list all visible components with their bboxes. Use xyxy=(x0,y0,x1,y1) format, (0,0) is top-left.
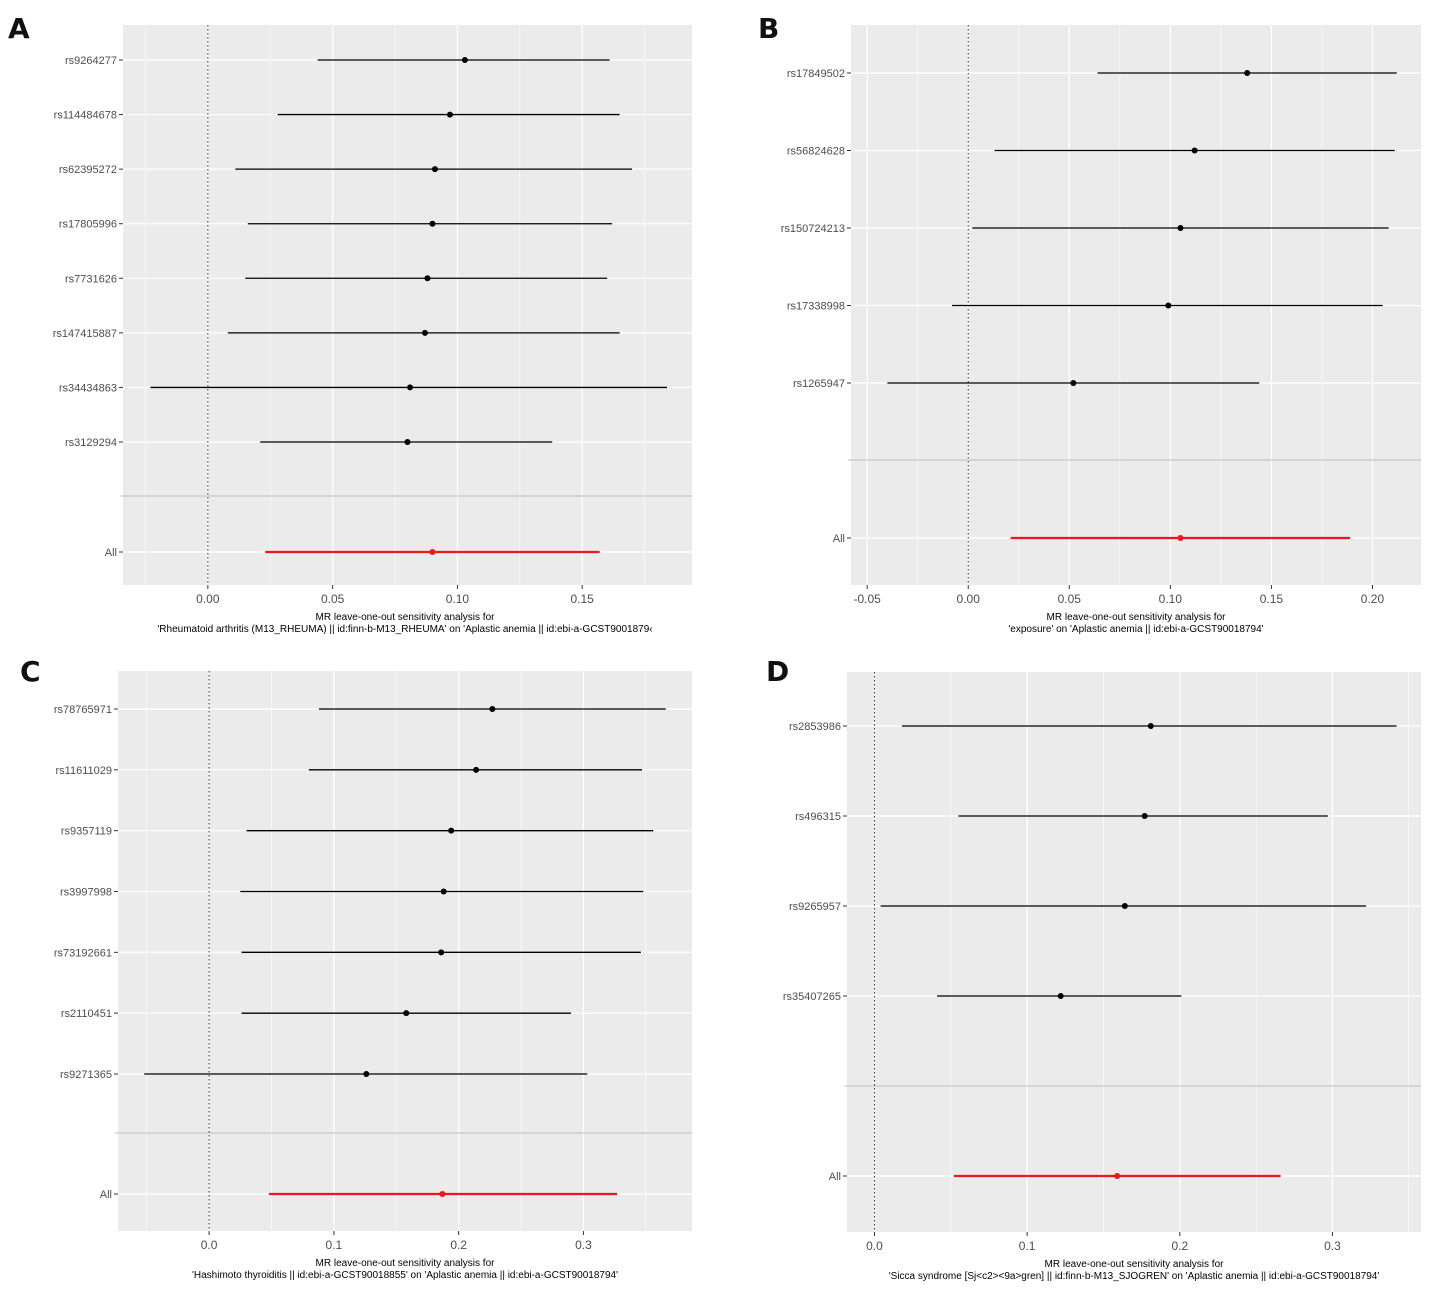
x-axis-title-line2: 'exposure' on 'Aplastic anemia || id:ebi… xyxy=(1008,624,1263,635)
x-tick-label: 0.10 xyxy=(446,592,470,606)
effect-point xyxy=(473,766,480,773)
snp-label: rs150724213 xyxy=(781,223,845,235)
effect-point xyxy=(403,1010,410,1017)
x-axis-title-line1: MR leave-one-out sensitivity analysis fo… xyxy=(1045,1259,1225,1270)
panel-letter-c: C xyxy=(20,655,41,688)
overall-effect-point xyxy=(1177,535,1184,541)
x-tick-label: -0.05 xyxy=(853,592,881,606)
all-label: All xyxy=(100,1189,112,1201)
snp-label: rs78765971 xyxy=(54,704,112,716)
panel-letter-a: A xyxy=(8,12,30,45)
snp-label: rs9271365 xyxy=(60,1069,112,1081)
x-axis-title-line1: MR leave-one-out sensitivity analysis fo… xyxy=(1047,612,1227,623)
snp-label: rs17805996 xyxy=(59,219,117,231)
snp-label: rs9265957 xyxy=(789,901,841,913)
snp-label: rs62395272 xyxy=(59,164,117,176)
plot-background xyxy=(847,672,1421,1232)
x-axis-title-line2: 'Hashimoto thyroiditis || id:ebi-a-GCST9… xyxy=(192,1270,618,1281)
x-tick-label: 0.3 xyxy=(1324,1239,1341,1253)
snp-label: rs2853986 xyxy=(789,721,841,733)
overall-effect-point xyxy=(1114,1173,1121,1179)
effect-point xyxy=(1165,302,1172,309)
panel-d: D 0.0 0.1 0.2 0.3 rs2853986 rs496315 rs9265957… xyxy=(716,645,1431,1291)
effect-point xyxy=(438,949,445,956)
x-tick-label: 0.20 xyxy=(1361,592,1385,606)
x-tick-label: 0.2 xyxy=(450,1238,467,1252)
x-tick-label: 0.00 xyxy=(957,592,981,606)
snp-label: rs114484678 xyxy=(54,110,117,122)
snp-label: rs9357119 xyxy=(61,826,112,838)
snp-label: rs496315 xyxy=(795,811,841,823)
snp-label: rs73192661 xyxy=(54,947,112,959)
x-axis-title-line2: 'Rheumatoid arthritis (M13_RHEUMA) || id… xyxy=(157,624,652,635)
forest-plot-a: 0.00 0.05 0.10 0.15 rs9264277 rs114484678 rs62… xyxy=(53,25,692,635)
snp-label: rs2110451 xyxy=(61,1008,112,1020)
x-axis-title-line1: MR leave-one-out sensitivity analysis fo… xyxy=(316,1258,496,1269)
effect-point xyxy=(489,706,496,712)
snp-label: rs34434863 xyxy=(59,382,117,394)
x-tick-label: 0.2 xyxy=(1171,1239,1188,1253)
x-tick-label: 0.10 xyxy=(1159,592,1183,606)
panel-c: C 0.0 0.1 0.2 0.3 rs78765971 rs11611029 rs9357… xyxy=(0,645,716,1291)
overall-effect-point xyxy=(439,1191,446,1197)
all-label: All xyxy=(829,1171,841,1183)
x-tick-label: 0.00 xyxy=(196,592,220,606)
forest-plot-b: -0.05 0.00 0.05 0.10 0.15 0.20 rs17849502 rs568… xyxy=(781,25,1421,635)
x-tick-label: 0.05 xyxy=(1058,592,1082,606)
effect-point xyxy=(446,111,453,118)
snp-label: rs56824628 xyxy=(787,146,845,158)
effect-point xyxy=(1121,903,1128,909)
effect-point xyxy=(1244,70,1251,76)
overall-effect-point xyxy=(429,549,436,555)
all-label: All xyxy=(833,533,845,545)
plot-background xyxy=(118,671,692,1231)
effect-point xyxy=(1057,993,1064,999)
snp-label: rs35407265 xyxy=(783,991,841,1003)
x-tick-label: 0.05 xyxy=(321,592,345,606)
effect-point xyxy=(406,384,413,391)
effect-point xyxy=(363,1071,370,1077)
snp-label: rs147415887 xyxy=(53,328,117,340)
snp-label: rs1265947 xyxy=(793,378,845,390)
snp-label: rs17338998 xyxy=(787,301,845,313)
x-tick-label: 0.0 xyxy=(866,1239,883,1253)
x-tick-label: 0.0 xyxy=(201,1238,218,1252)
x-tick-label: 0.1 xyxy=(326,1238,343,1252)
panel-b: B -0.05 0.00 0.05 0.10 0.15 0.20 rs17849502 rs5… xyxy=(716,0,1431,645)
panel-a: A 0.00 0.05 0.10 0.15 rs9264277 rs114484678 rs… xyxy=(0,0,716,645)
x-tick-label: 0.15 xyxy=(571,592,595,606)
effect-point xyxy=(1191,147,1198,154)
forest-plot-d: 0.0 0.1 0.2 0.3 rs2853986 rs496315 rs9265957 rs… xyxy=(783,672,1421,1282)
panel-letter-b: B xyxy=(758,12,780,45)
x-axis-title-line2: 'Sicca syndrome [Sj<c2><9a>gren] || id:f… xyxy=(889,1271,1380,1282)
panel-letter-d: D xyxy=(766,655,790,688)
all-label: All xyxy=(105,547,117,559)
effect-point xyxy=(431,166,438,173)
snp-label: rs3997998 xyxy=(60,887,112,899)
effect-point xyxy=(448,827,455,834)
x-tick-label: 0.3 xyxy=(575,1238,592,1252)
snp-label: rs7731626 xyxy=(65,273,117,285)
snp-label: rs9264277 xyxy=(65,55,117,67)
snp-label: rs11611029 xyxy=(56,765,112,777)
effect-point xyxy=(461,57,468,63)
effect-point xyxy=(1147,723,1154,729)
effect-point xyxy=(1070,380,1077,386)
forest-plot-c: 0.0 0.1 0.2 0.3 rs78765971 rs11611029 rs935711… xyxy=(54,671,692,1281)
x-axis-title-line1: MR leave-one-out sensitivity analysis fo… xyxy=(316,612,496,623)
snp-label: rs17849502 xyxy=(787,68,845,80)
snp-label: rs3129294 xyxy=(65,437,117,449)
x-tick-label: 0.15 xyxy=(1260,592,1284,606)
plot-background xyxy=(123,25,692,585)
effect-point xyxy=(404,439,411,445)
effect-point xyxy=(421,329,428,336)
effect-point xyxy=(424,275,431,282)
effect-point xyxy=(1141,813,1148,819)
effect-point xyxy=(429,220,436,227)
effect-point xyxy=(440,888,447,895)
x-tick-label: 0.1 xyxy=(1019,1239,1036,1253)
effect-point xyxy=(1177,225,1184,231)
